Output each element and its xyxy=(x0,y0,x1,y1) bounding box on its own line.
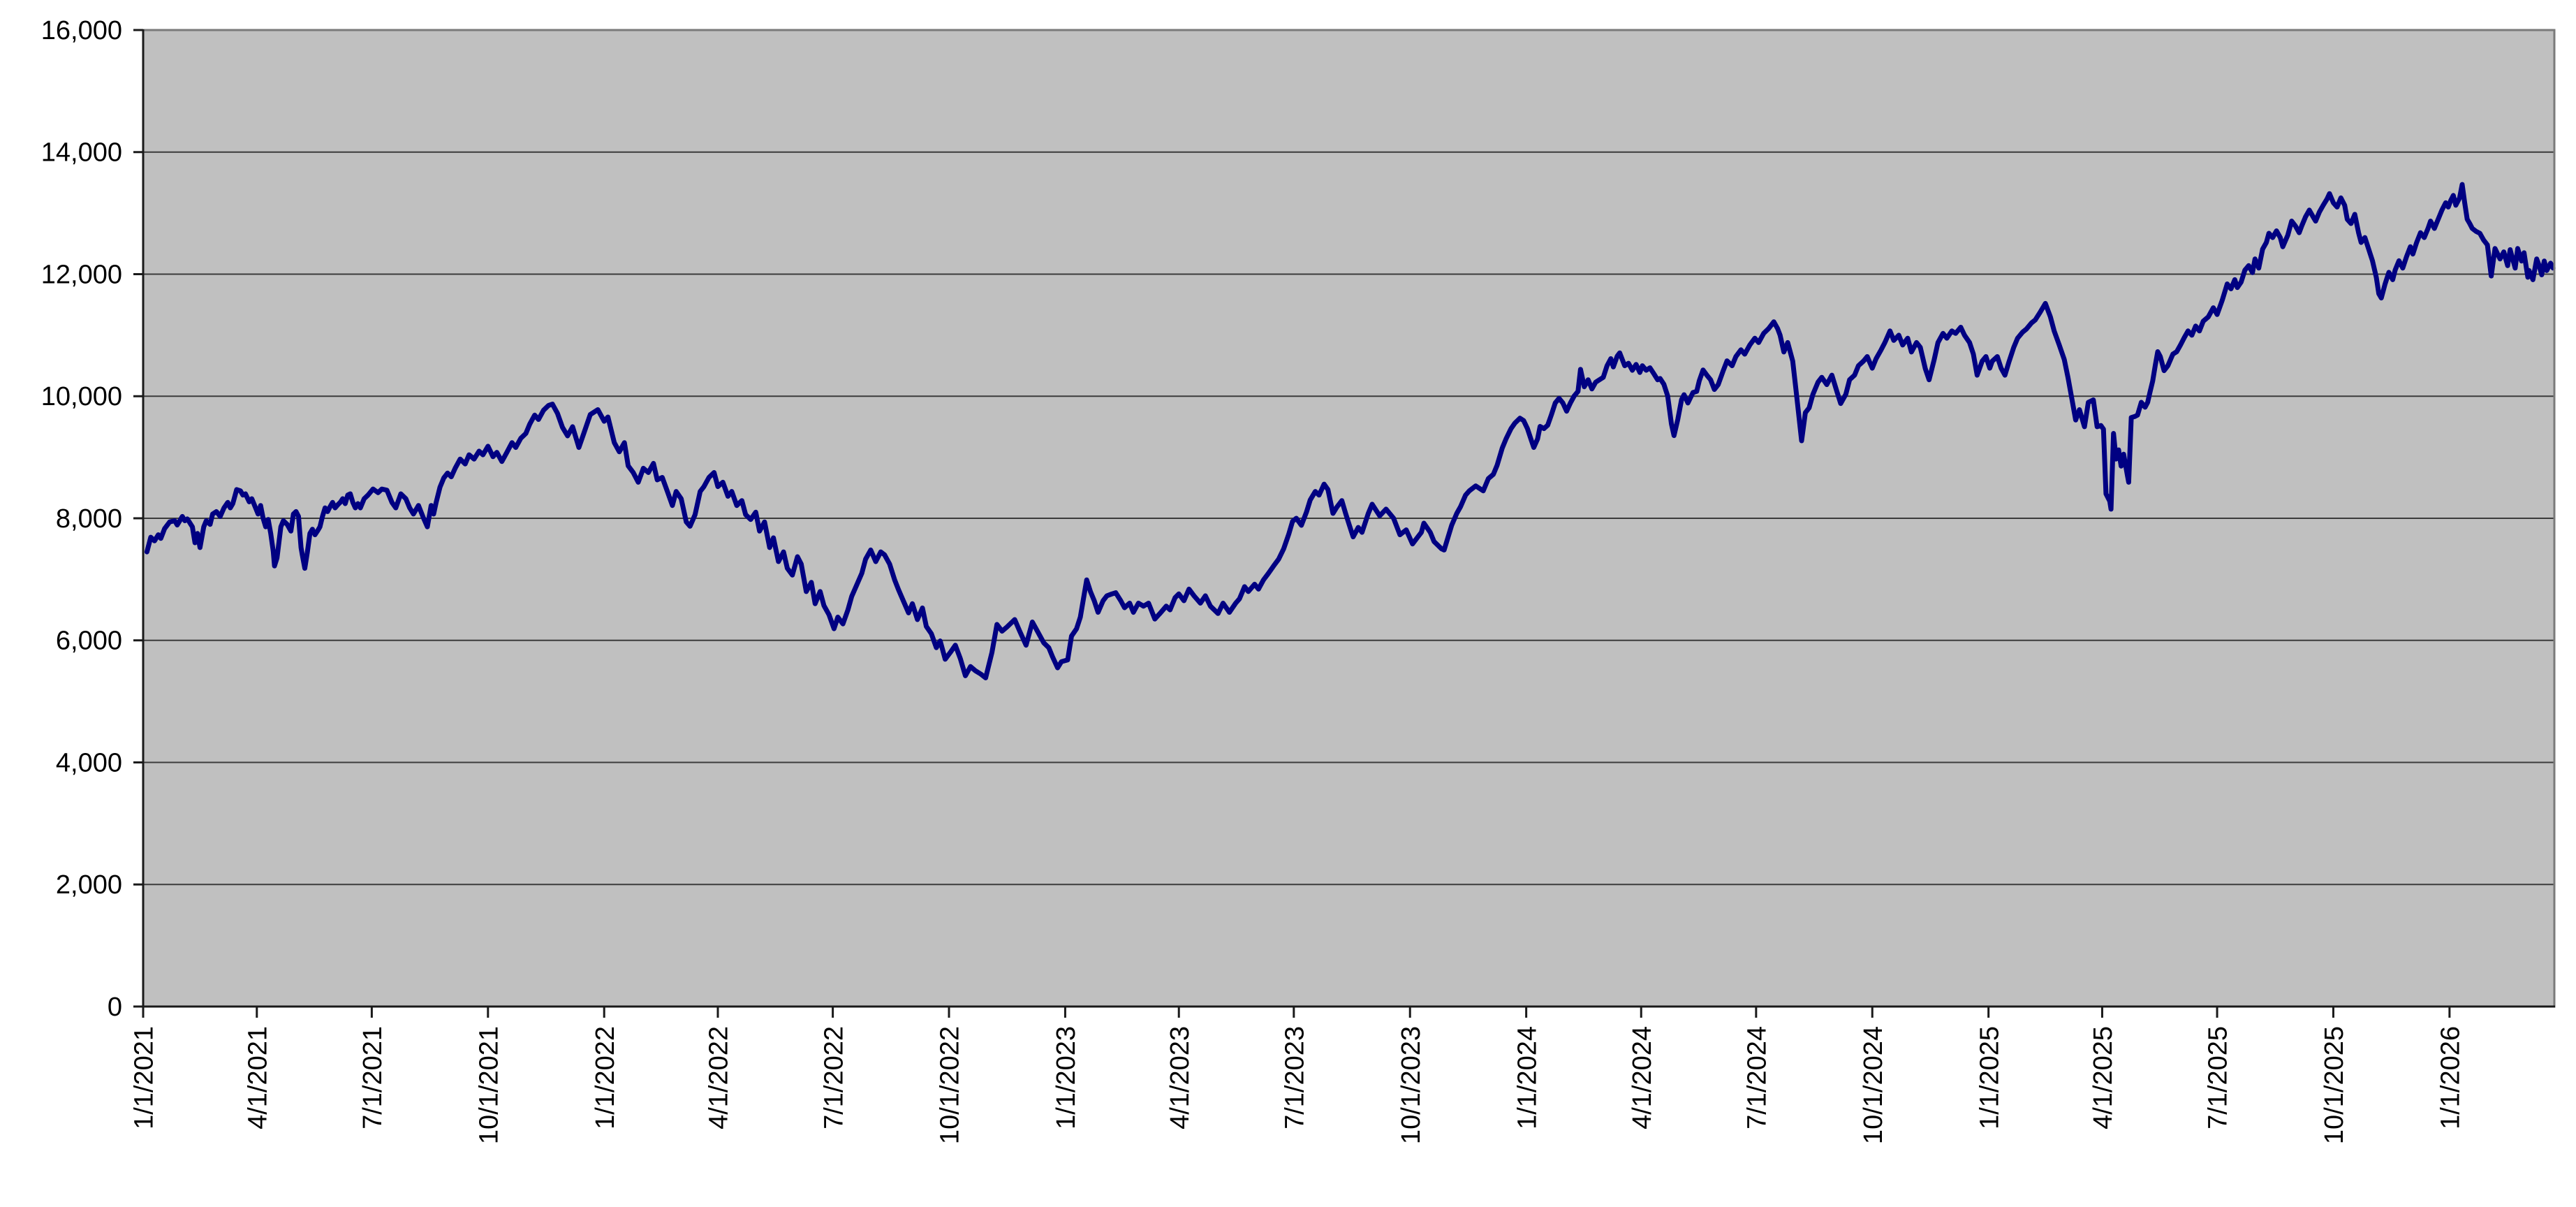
x-tick-label: 4/1/2024 xyxy=(1628,1026,1657,1129)
x-tick-label: 4/1/2023 xyxy=(1165,1026,1195,1129)
x-tick-label: 7/1/2021 xyxy=(358,1026,388,1129)
y-tick-label: 8,000 xyxy=(56,504,122,534)
y-tick-label: 12,000 xyxy=(41,260,122,289)
series-line xyxy=(144,182,2556,680)
y-axis-labels: 0 2,000 4,000 6,000 8,000 10,000 12,000 14,000 1… xyxy=(41,16,122,1022)
y-axis-ticks xyxy=(133,29,143,1008)
x-tick-label: 7/1/2023 xyxy=(1280,1026,1309,1129)
y-tick-label: 2,000 xyxy=(56,870,122,900)
x-tick-label: 10/1/2022 xyxy=(936,1026,965,1144)
x-tick-label: 1/1/2023 xyxy=(1052,1026,1081,1129)
data-series xyxy=(144,182,2556,680)
x-tick-label: 4/1/2022 xyxy=(705,1026,734,1129)
x-tick-label: 4/1/2025 xyxy=(2089,1026,2118,1129)
y-tick-label: 0 xyxy=(108,993,122,1022)
x-tick-label: 1/1/2026 xyxy=(2436,1026,2466,1129)
x-tick-label: 10/1/2025 xyxy=(2320,1026,2349,1144)
x-tick-label: 1/1/2025 xyxy=(1975,1026,2004,1129)
x-tick-label: 7/1/2022 xyxy=(819,1026,848,1129)
x-tick-label: 7/1/2025 xyxy=(2204,1026,2233,1129)
x-tick-label: 10/1/2021 xyxy=(474,1026,503,1144)
y-tick-label: 10,000 xyxy=(41,382,122,411)
x-tick-label: 1/1/2024 xyxy=(1513,1026,1542,1129)
x-tick-label: 4/1/2021 xyxy=(243,1026,272,1129)
x-tick-label: 10/1/2023 xyxy=(1397,1026,1426,1144)
gridlines xyxy=(143,151,2554,886)
y-tick-label: 4,000 xyxy=(56,748,122,777)
x-tick-label: 10/1/2024 xyxy=(1859,1026,1888,1144)
y-tick-label: 16,000 xyxy=(41,16,122,45)
x-tick-label: 7/1/2024 xyxy=(1743,1026,1772,1129)
y-tick-label: 14,000 xyxy=(41,138,122,168)
y-tick-label: 6,000 xyxy=(56,627,122,656)
x-axis-labels: 1/1/2021 4/1/2021 7/1/2021 10/1/2021 1/1/202… xyxy=(130,1026,2466,1144)
x-axis-ticks xyxy=(142,1007,2451,1018)
x-tick-label: 1/1/2022 xyxy=(591,1026,620,1129)
x-tick-label: 1/1/2021 xyxy=(130,1026,159,1129)
